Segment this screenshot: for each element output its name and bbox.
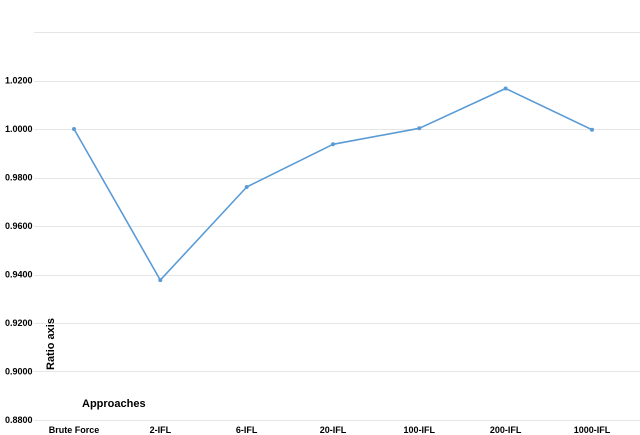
y-tick-label: 1.0000 bbox=[5, 124, 33, 134]
x-tick-label: 200-IFL bbox=[490, 425, 522, 435]
data-point bbox=[72, 127, 76, 131]
y-axis-title: Ratio axis bbox=[45, 318, 57, 370]
y-tick-label: 0.9600 bbox=[5, 221, 33, 231]
data-point bbox=[331, 142, 335, 147]
y-tick-label: 1.0200 bbox=[5, 76, 33, 86]
x-tick-label: 6-IFL bbox=[236, 425, 258, 435]
y-tick-label: 0.9400 bbox=[5, 270, 33, 280]
y-tick-labels: 0.8800 0.9000 0.9200 0.9400 0.9600 0.9800 1.00… bbox=[5, 76, 33, 426]
y-tick-label: 0.8800 bbox=[5, 415, 33, 425]
series-line bbox=[73, 87, 593, 281]
y-tick-label: 0.9200 bbox=[5, 318, 33, 328]
data-point bbox=[503, 86, 508, 91]
x-tick-label: 100-IFL bbox=[404, 425, 436, 435]
x-tick-label: 20-IFL bbox=[320, 425, 347, 435]
series-line-path bbox=[73, 87, 593, 281]
data-point bbox=[417, 126, 422, 131]
x-tick-label: 1000-IFL bbox=[574, 425, 611, 435]
x-tick-label: Brute Force bbox=[49, 425, 100, 435]
x-axis-title: Approaches bbox=[82, 398, 146, 410]
y-tick-label: 0.9000 bbox=[5, 367, 33, 377]
data-point bbox=[158, 278, 163, 283]
x-tick-label: 2-IFL bbox=[150, 425, 172, 435]
series-points bbox=[72, 86, 594, 283]
data-point bbox=[244, 185, 249, 189]
x-tick-labels: Brute Force 2-IFL 6-IFL 20-IFL 100-IFL 200-IF… bbox=[49, 425, 611, 435]
y-tick-label: 0.9800 bbox=[5, 173, 33, 183]
gridlines bbox=[34, 32, 640, 421]
data-point bbox=[590, 127, 594, 132]
